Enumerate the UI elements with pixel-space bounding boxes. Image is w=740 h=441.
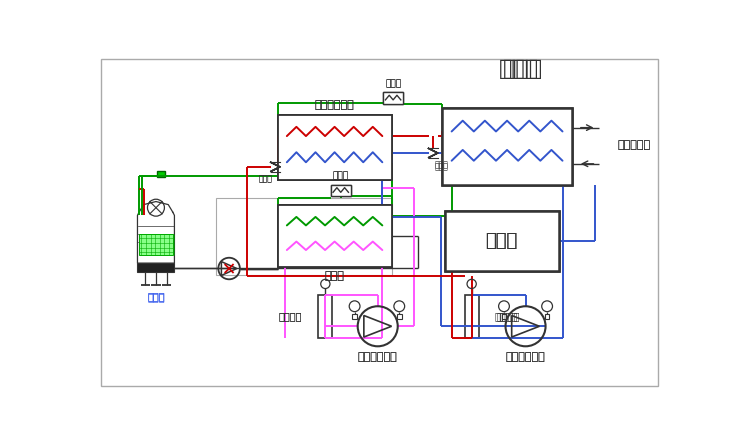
Bar [352, 314, 357, 318]
Bar [318, 295, 332, 338]
Text: 蒸发器: 蒸发器 [502, 59, 542, 79]
Text: 冷却塔: 冷却塔 [147, 291, 165, 301]
Text: 膨胀阀: 膨胀阀 [259, 175, 273, 183]
Text: 膨胀罐: 膨胀罐 [485, 232, 518, 250]
Text: 过滤器: 过滤器 [333, 172, 349, 181]
Text: 膨胀阀: 膨胀阀 [259, 175, 273, 183]
Bar [278, 115, 391, 180]
Bar [331, 185, 351, 196]
Text: 冷凝器: 冷凝器 [325, 271, 345, 281]
Bar [138, 263, 175, 273]
Bar [139, 234, 173, 255]
Bar [445, 211, 559, 271]
Bar [443, 108, 572, 185]
Text: 膨胀阀: 膨胀阀 [434, 162, 448, 171]
Bar [216, 198, 391, 275]
Bar [445, 211, 559, 271]
Bar [331, 185, 351, 196]
Bar [278, 115, 391, 180]
Text: 蒸发式冷凝器: 蒸发式冷凝器 [314, 100, 354, 110]
Bar [443, 108, 572, 185]
Bar [158, 171, 165, 177]
Bar [502, 314, 506, 318]
Text: 低温级压缩机: 低温级压缩机 [505, 352, 545, 363]
Text: 高温级压缩机: 高温级压缩机 [358, 352, 397, 363]
Bar [545, 314, 549, 318]
Bar [278, 206, 391, 267]
Text: 蒸发器: 蒸发器 [499, 59, 539, 79]
Text: 油分离器: 油分离器 [494, 311, 518, 321]
Text: 油分离器: 油分离器 [279, 311, 303, 321]
Text: 酒精进出口: 酒精进出口 [618, 140, 651, 150]
Text: 过滤器: 过滤器 [385, 79, 401, 88]
Text: 冷却塔: 冷却塔 [147, 292, 165, 303]
Bar [278, 206, 391, 267]
Text: 过滤器: 过滤器 [385, 79, 401, 88]
Text: 蒸发式冷凝器: 蒸发式冷凝器 [314, 100, 354, 110]
Bar [397, 314, 402, 318]
Bar [383, 92, 403, 104]
Text: 膨胀阀: 膨胀阀 [434, 161, 448, 170]
Text: 低温级压缩机: 低温级压缩机 [505, 352, 545, 363]
Text: 高温级压缩机: 高温级压缩机 [358, 352, 397, 363]
Text: 油分离器: 油分离器 [279, 311, 303, 321]
Text: 酒精进出口: 酒精进出口 [618, 140, 651, 150]
Text: 冷凝器: 冷凝器 [325, 271, 345, 281]
Text: 冷却塔: 冷却塔 [147, 291, 165, 301]
Text: 过滤器: 过滤器 [333, 172, 349, 181]
Text: 油分离器: 油分离器 [497, 311, 520, 321]
Text: 膨胀罐: 膨胀罐 [485, 232, 518, 250]
Bar [383, 92, 403, 104]
Bar [465, 295, 479, 338]
